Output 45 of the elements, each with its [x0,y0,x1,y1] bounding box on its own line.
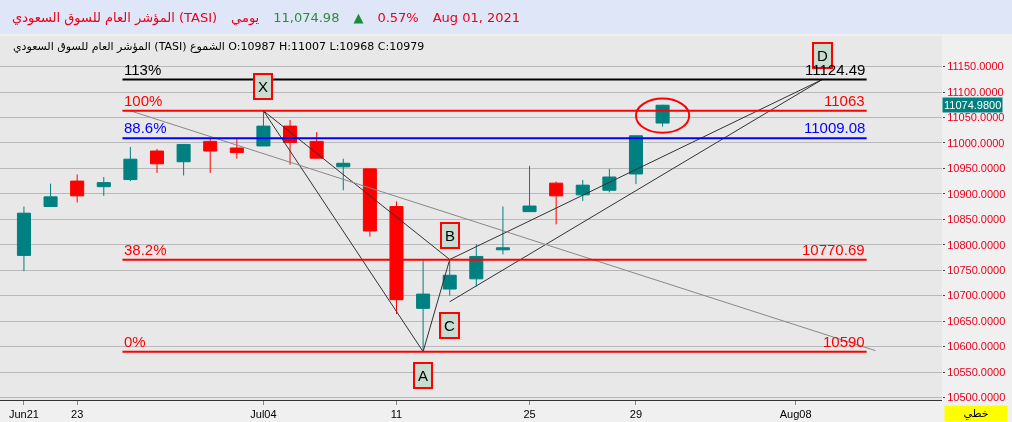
data-label: B [445,227,456,244]
y-tick-label: 10650.0000 [947,314,1006,327]
text: يومي [231,9,260,25]
y-tick-label: 10900.0000 [947,187,1006,200]
y-tick-label: 10700.0000 [947,289,1006,302]
x-tick-label: Aug08 [779,408,812,421]
annotation: 38.2% [124,241,167,258]
ref-line-label: 10590 [823,333,865,350]
y-tick-label: 10950.0000 [947,162,1006,175]
ref-line-label: 11063 [824,92,865,109]
y-tick-label: 10600.0000 [947,340,1006,353]
annotation: 88.6% [124,119,167,136]
y-tick-label: 10800.0000 [947,238,1006,251]
y-tick-label: 10550.0000 [947,365,1006,378]
text: ▲ [353,9,364,25]
annotation: 0% [124,333,146,350]
text: خطي [963,407,989,420]
data-label: C [444,317,455,334]
x-tick-label: 29 [629,408,643,421]
data-label: X [258,78,269,95]
x-tick-label: 25 [523,408,536,421]
ref-line-label: 11009.08 [804,119,866,136]
x-tick-label: 23 [71,408,84,421]
x-tick-label: Jul04 [250,408,277,421]
annotation: 113% [124,61,162,78]
data-label: D [817,47,828,64]
annotation: 100% [124,92,163,109]
text: 11,074.98 [273,9,340,25]
y-tick-label: 11150.0000 [947,60,1004,73]
ref-line-label: 11124.49 [805,61,866,78]
text: 11074.9800 [944,99,1002,111]
y-tick-label: 11000.0000 [947,136,1005,149]
y-tick-label: 11050.0000 [947,111,1005,124]
y-tick-label: 10850.0000 [947,213,1006,226]
data-label: A [418,367,429,384]
ref-line-label: 10770.69 [802,241,865,258]
y-tick-label: 11100.0000 [947,85,1004,98]
text: 0.57% [377,9,419,25]
x-tick-label: Jun21 [8,408,39,421]
y-tick-label: 10750.0000 [947,264,1006,277]
text: Aug 01, 2021 [432,9,521,25]
chart-subtitle: المؤشر العام للسوق السعودي (TASI) الشموع O:10987 H:11007 L:10968 C:10979 [13,40,425,53]
y-tick-label: 10500.0000 [947,391,1006,404]
x-tick-label: 11 [390,408,403,421]
chart-title: المؤشر العام للسوق السعودي (TASI) [12,9,218,25]
